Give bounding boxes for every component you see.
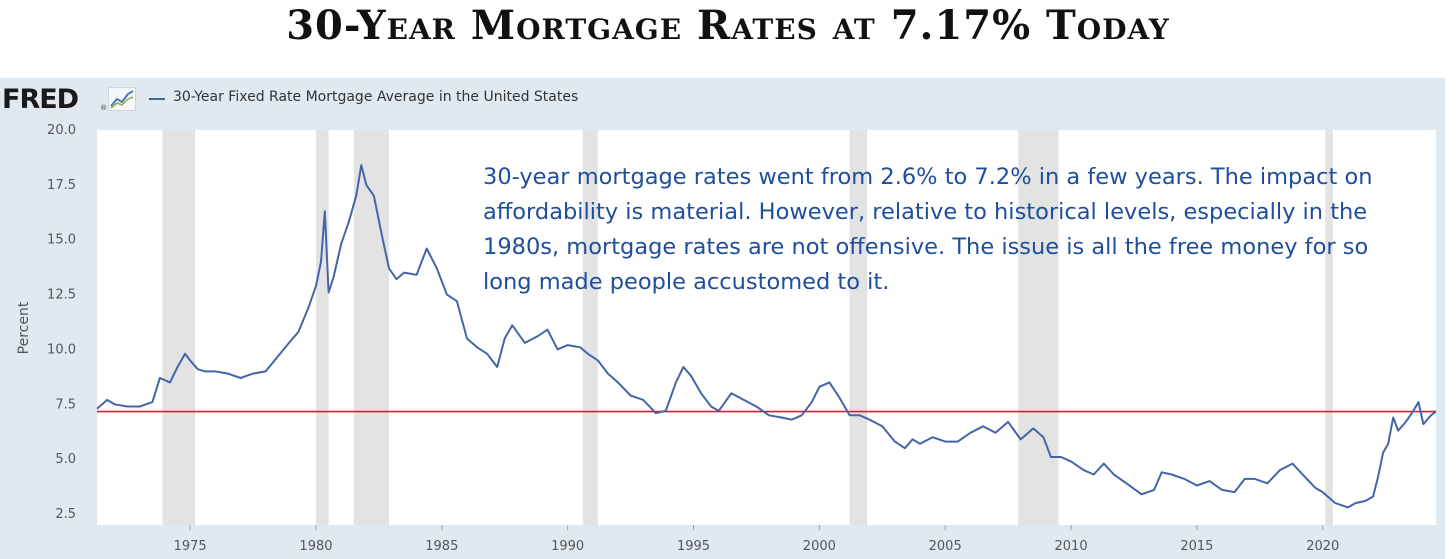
y-tick-label: 17.5 — [47, 178, 76, 193]
legend-series-label[interactable]: 30-Year Fixed Rate Mortgage Average in t… — [173, 89, 579, 105]
recession-bands — [162, 130, 1333, 525]
x-axis-ticks: 1975 1980 1985 1990 1995 2000 2005 2010 2015 2020 — [174, 525, 1339, 554]
y-tick-label: 12.5 — [47, 288, 76, 303]
recession-band — [1018, 130, 1059, 525]
recession-band — [353, 130, 389, 525]
y-tick-label: 15.0 — [47, 233, 76, 248]
x-tick-label: 1975 — [174, 539, 207, 554]
x-tick-label: 2005 — [929, 539, 962, 554]
y-tick-label: 7.5 — [55, 397, 76, 412]
annotation-text: 30-year mortgage rates went from 2.6% to… — [483, 164, 1373, 295]
legend-series-swatch — [149, 98, 165, 100]
recession-band — [315, 130, 329, 525]
y-tick-label: 2.5 — [55, 507, 76, 522]
series-line — [96, 164, 1437, 509]
fred-registered-mark: ® — [100, 104, 107, 112]
recession-band — [162, 130, 196, 525]
y-tick-label: 5.0 — [55, 452, 76, 467]
y-tick-label: 20.0 — [47, 123, 76, 138]
x-tick-label: 1990 — [551, 539, 584, 554]
series-group — [96, 164, 1437, 509]
x-tick-label: 1995 — [677, 539, 710, 554]
x-tick-label: 2020 — [1306, 539, 1339, 554]
x-tick-label: 2010 — [1055, 539, 1088, 554]
fred-logo: FRED — [2, 84, 79, 115]
y-axis-ticks: 2.5 5.0 7.5 10.0 12.5 15.0 17.5 20.0 — [47, 123, 76, 522]
x-tick-label: 2000 — [803, 539, 836, 554]
x-tick-label: 2015 — [1180, 539, 1213, 554]
recession-band — [582, 130, 598, 525]
y-tick-label: 10.0 — [47, 342, 76, 357]
headline-title: 30-Year Mortgage Rates at 7.17% Today — [286, 2, 1170, 49]
recession-band — [1325, 130, 1333, 525]
recession-band — [849, 130, 868, 525]
x-tick-label: 1980 — [299, 539, 332, 554]
line-chart-icon — [108, 87, 136, 111]
y-axis-label: Percent — [16, 301, 32, 355]
x-tick-label: 1985 — [425, 539, 458, 554]
